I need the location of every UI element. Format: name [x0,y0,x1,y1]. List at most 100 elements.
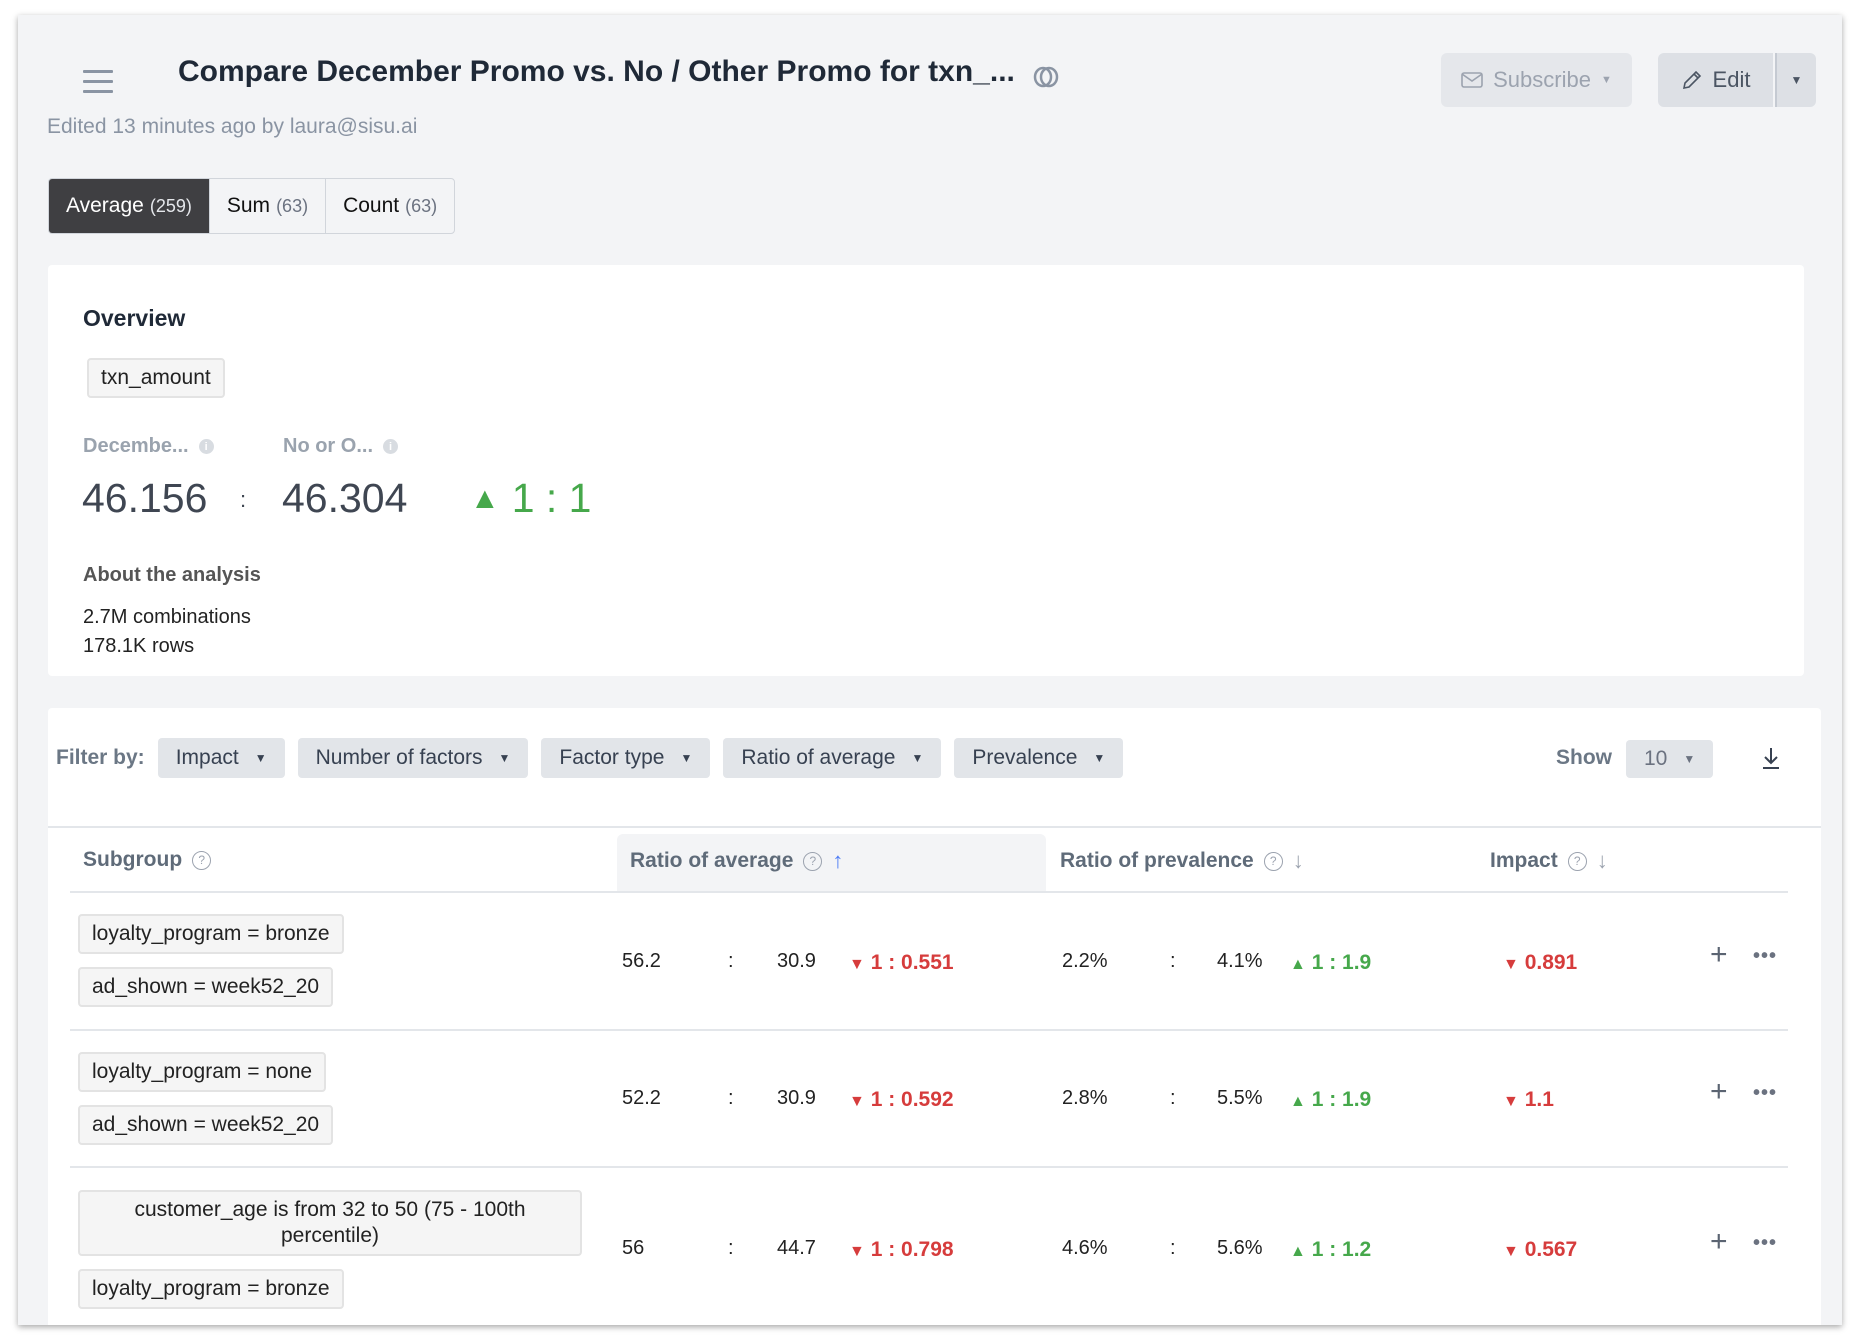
tab-count[interactable]: Count (63) [326,179,454,233]
impact-value: ▼ 1.1 [1503,1088,1554,1112]
triangle-down-icon: ▼ [849,956,865,973]
more-icon[interactable]: ••• [1753,1082,1778,1104]
header-label: Ratio of average [630,849,794,872]
divider [70,1029,1788,1031]
impact-number: 1.1 [1524,1088,1554,1111]
page-title: Compare December Promo vs. No / Other Pr… [178,55,1015,88]
info-icon[interactable]: i [198,439,214,454]
download-icon[interactable] [1760,745,1782,771]
edit-button[interactable]: Edit [1658,53,1773,107]
prev-a: 2.2% [1062,950,1108,972]
avg-ratio: ▼ 1 : 0.551 [849,951,954,975]
avg-ratio: ▼ 1 : 0.798 [849,1238,954,1262]
avg-a: 52.2 [622,1087,661,1109]
table-row[interactable]: customer_age is from 32 to 50 (75 - 100t… [48,1168,1821,1325]
ratio-value: 1 : 0.798 [870,1238,954,1261]
caret-down-icon: ▼ [498,751,511,765]
overview-ratio: ▲ 1 : 1 [470,475,591,522]
divider [70,1166,1788,1168]
triangle-down-icon: ▼ [1503,1093,1519,1110]
triangle-up-icon: ▲ [1290,1093,1306,1110]
sorted-column-highlight [617,834,1046,891]
sort-down-icon[interactable]: ↓ [1596,848,1608,873]
filter-name: Number of factors [315,746,483,769]
filter-impact[interactable]: Impact ▼ [157,738,285,778]
header-ratio-of-average[interactable]: Ratio of average? ↑ [630,848,843,874]
table-row[interactable]: loyalty_program = bronze ad_shown = week… [48,893,1821,1030]
separator: : [728,1087,734,1109]
ratio-value: 1 : 1.2 [1311,1238,1372,1261]
tab-sum[interactable]: Sum (63) [210,179,327,233]
edit-menu-button[interactable]: ▼ [1775,53,1816,107]
header-subgroup[interactable]: Subgroup? [83,848,212,872]
avg-ratio: ▼ 1 : 0.592 [849,1088,954,1112]
prev-a: 2.8% [1062,1087,1108,1109]
help-icon[interactable]: ? [803,851,823,871]
tab-average[interactable]: Average (259) [49,179,210,233]
separator: : [728,950,734,972]
tab-count: (63) [405,195,438,216]
triangle-up-icon: ▲ [1290,1243,1306,1260]
separator: : [1170,1237,1176,1259]
filter-factor-type[interactable]: Factor type ▼ [541,738,711,778]
add-icon[interactable]: + [1710,1075,1728,1108]
prev-ratio: ▲ 1 : 1.2 [1290,1238,1371,1262]
subgroup-chip[interactable]: loyalty_program = bronze [78,914,344,954]
show-value: 10 [1644,747,1668,770]
app-window: Compare December Promo vs. No / Other Pr… [18,15,1842,1325]
header-label: Ratio of prevalence [1060,849,1254,872]
triangle-down-icon: ▼ [1503,956,1519,973]
subgroup-chip[interactable]: ad_shown = week52_20 [78,1105,334,1145]
triangle-down-icon: ▼ [1503,1243,1519,1260]
ratio-value: 1 : 1 [511,475,592,521]
separator: : [1170,950,1176,972]
filter-ratio-of-average[interactable]: Ratio of average ▼ [723,738,942,778]
subgroup-chip[interactable]: loyalty_program = none [78,1052,327,1092]
filter-number-of-factors[interactable]: Number of factors ▼ [297,738,529,778]
table-row[interactable]: loyalty_program = none ad_shown = week52… [48,1031,1821,1167]
chevron-down-icon: ▼ [1600,74,1612,86]
prev-b: 5.6% [1217,1237,1263,1259]
metric-chip: txn_amount [87,358,225,398]
sort-up-icon[interactable]: ↑ [832,848,844,873]
header-impact[interactable]: Impact? ↓ [1490,848,1608,874]
separator: : [1170,1087,1176,1109]
filter-prevalence[interactable]: Prevalence ▼ [954,738,1124,778]
filter-name: Ratio of average [741,746,896,769]
group-b-label: No or O... i [283,435,398,458]
subgroup-chip[interactable]: loyalty_program = bronze [78,1269,344,1309]
prev-b: 4.1% [1217,950,1263,972]
divider [48,826,1821,828]
add-icon[interactable]: + [1710,938,1728,971]
sort-down-icon[interactable]: ↓ [1292,848,1304,873]
more-icon[interactable]: ••• [1753,945,1778,967]
filter-name: Impact [175,746,239,769]
subgroup-chip[interactable]: ad_shown = week52_20 [78,967,334,1007]
impact-value: ▼ 0.567 [1503,1238,1577,1262]
menu-icon[interactable] [83,70,113,96]
tab-label: Count [343,194,400,217]
group-b-value: 46.304 [282,475,408,521]
avg-b: 30.9 [777,1087,816,1109]
subscribe-label: Subscribe [1493,67,1591,92]
divider [70,891,1788,893]
help-icon[interactable]: ? [1567,851,1587,871]
subgroup-chip[interactable]: customer_age is from 32 to 50 (75 - 100t… [78,1190,582,1256]
compare-icon[interactable] [1032,65,1060,89]
group-a-label: Decembe... i [83,435,214,458]
group-a-value: 46.156 [82,475,208,521]
header-ratio-of-prevalence[interactable]: Ratio of prevalence? ↓ [1060,848,1304,874]
edited-info: Edited 13 minutes ago by laura@sisu.ai [47,115,418,138]
avg-a: 56.2 [622,950,661,972]
more-icon[interactable]: ••• [1753,1232,1778,1254]
show-count-select[interactable]: 10 ▼ [1626,740,1714,778]
info-icon[interactable]: i [383,439,398,454]
subscribe-button[interactable]: Subscribe ▼ [1441,53,1632,107]
impact-number: 0.567 [1524,1238,1578,1261]
rows-count: 178.1K rows [83,635,195,657]
prev-b: 5.5% [1217,1087,1263,1109]
overview-title: Overview [83,305,186,331]
add-icon[interactable]: + [1710,1225,1728,1258]
help-icon[interactable]: ? [1263,851,1283,871]
help-icon[interactable]: ? [192,850,212,870]
